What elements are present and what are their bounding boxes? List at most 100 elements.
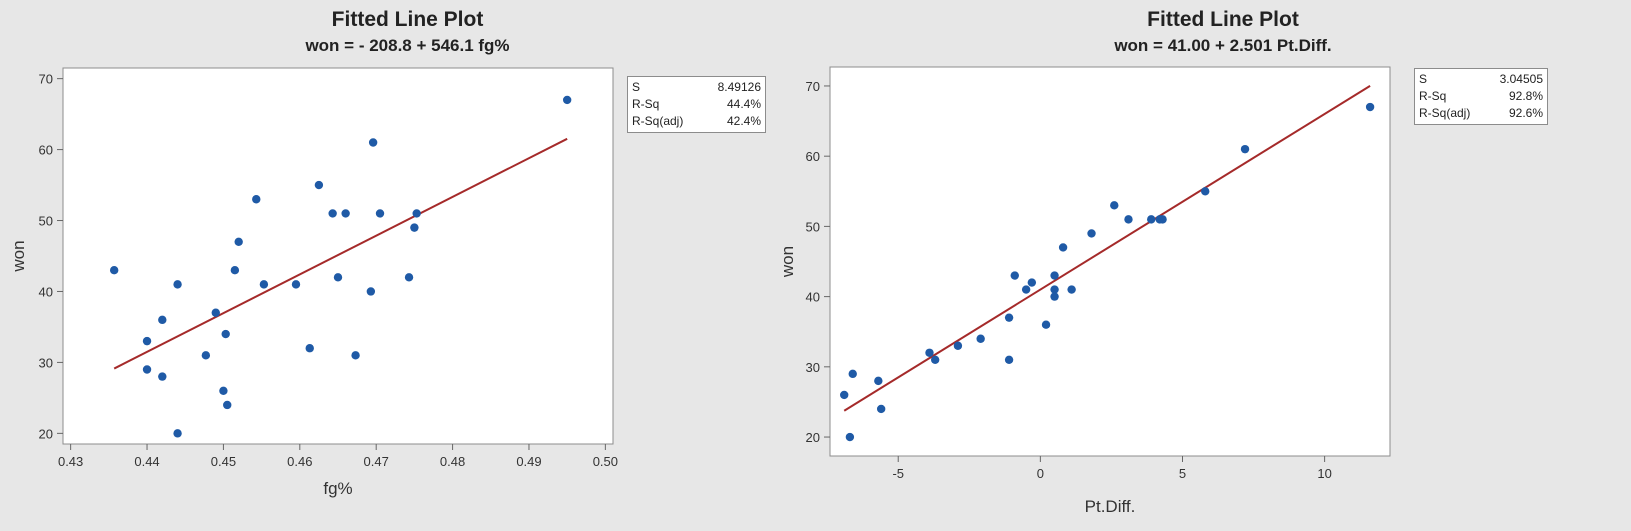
data-point — [291, 280, 301, 289]
data-point — [1058, 243, 1068, 252]
data-point — [219, 386, 228, 395]
data-point — [845, 432, 855, 442]
fitted-regression-line — [113, 137, 568, 370]
data-point — [1110, 201, 1119, 210]
data-point — [211, 308, 220, 317]
regression-stats-box: S 3.04505 R-Sq 92.8% R-Sq(adj) 92.6% — [1414, 68, 1548, 125]
chart-title: Fitted Line Plot — [331, 8, 484, 31]
data-point — [1004, 313, 1014, 322]
stat-row-rsq: R-Sq 92.8% — [1419, 88, 1543, 105]
y-tick-label: 30 — [39, 355, 53, 370]
y-axis-label: won — [9, 240, 28, 272]
data-point — [142, 336, 152, 346]
data-point — [314, 180, 324, 190]
stat-value: 92.6% — [1508, 106, 1543, 120]
data-point — [404, 273, 414, 282]
scatter-plot-ptdiff: -5 0 5 10 20 30 40 50 60 70 Pt.Diff. won — [778, 66, 1391, 516]
data-point — [840, 390, 849, 400]
x-axis-label: Pt.Diff. — [1085, 497, 1136, 516]
y-tick-label: 30 — [806, 360, 820, 375]
data-point — [1050, 271, 1059, 280]
data-point — [1041, 320, 1051, 329]
stat-value: 92.8% — [1508, 89, 1543, 103]
y-tick-label: 50 — [39, 214, 53, 229]
data-point — [366, 287, 376, 296]
data-point — [1050, 285, 1059, 294]
x-tick-label: 0 — [1037, 466, 1044, 481]
data-point — [173, 280, 182, 289]
stat-row-s: S 3.04505 — [1419, 71, 1543, 88]
x-tick-label: 10 — [1317, 466, 1331, 481]
data-point — [341, 209, 350, 218]
x-tick-label: 0.46 — [287, 454, 312, 469]
stat-label: R-Sq(adj) — [632, 114, 684, 128]
y-tick-label: 40 — [39, 284, 53, 299]
data-point — [1147, 215, 1156, 224]
stat-value: 3.04505 — [1499, 72, 1543, 86]
data-point — [173, 429, 182, 438]
x-tick-label: 0.48 — [440, 454, 465, 469]
data-point — [252, 195, 261, 204]
data-point — [1010, 271, 1019, 280]
y-axis-label: won — [778, 246, 797, 278]
x-tick-label: 0.49 — [516, 454, 541, 469]
stat-value: 8.49126 — [717, 80, 761, 94]
data-point — [930, 355, 940, 365]
stat-row-rsq-adj: R-Sq(adj) 92.6% — [1419, 105, 1543, 122]
stat-row-rsq-adj: R-Sq(adj) 42.4% — [632, 113, 761, 130]
x-tick-label: 5 — [1179, 466, 1186, 481]
data-point — [109, 265, 119, 275]
data-point — [410, 223, 419, 232]
y-tick-label: 20 — [806, 430, 820, 445]
chart-equation: won = - 208.8 + 546.1 fg% — [305, 36, 510, 55]
data-point — [976, 334, 985, 343]
y-tick-label: 40 — [806, 290, 820, 305]
data-point — [876, 404, 886, 414]
data-point — [351, 351, 360, 360]
data-point — [925, 348, 934, 357]
y-tick-label: 60 — [806, 149, 820, 164]
data-point — [1124, 215, 1133, 224]
x-tick-label: 0.47 — [364, 454, 389, 469]
data-point — [412, 209, 421, 218]
data-point — [223, 400, 232, 410]
data-point — [848, 369, 857, 379]
y-tick-label: 50 — [806, 219, 820, 234]
stat-label: S — [1419, 72, 1428, 86]
data-point — [1365, 102, 1375, 112]
data-point — [368, 138, 378, 147]
data-point — [1027, 278, 1037, 287]
x-tick-label: 0.44 — [134, 454, 159, 469]
stat-value: 44.4% — [726, 97, 761, 111]
data-point — [1240, 144, 1250, 154]
x-tick-label: -5 — [892, 466, 904, 481]
stat-label: R-Sq(adj) — [1419, 106, 1471, 120]
stat-row-rsq: R-Sq 44.4% — [632, 96, 761, 113]
data-point — [1201, 187, 1210, 196]
data-point — [305, 344, 314, 353]
data-point — [158, 315, 167, 325]
data-point — [1158, 215, 1167, 224]
x-tick-label: 0.50 — [593, 454, 618, 469]
data-point — [562, 95, 572, 105]
stat-value: 42.4% — [726, 114, 761, 128]
data-point — [375, 209, 385, 218]
stat-label: R-Sq — [632, 97, 660, 111]
stat-label: S — [632, 80, 641, 94]
data-point — [158, 372, 167, 381]
fitted-line-plot-right: Fitted Line Plot won = 41.00 + 2.501 Pt.… — [778, 0, 1631, 531]
stat-label: R-Sq — [1419, 89, 1447, 103]
x-axis-label: fg% — [323, 479, 352, 498]
y-tick-label: 70 — [39, 72, 53, 87]
data-point — [259, 280, 269, 289]
x-tick-label: 0.45 — [211, 454, 236, 469]
data-point — [234, 237, 243, 247]
fitted-regression-line — [843, 85, 1371, 412]
data-point — [230, 265, 240, 275]
data-point — [221, 329, 230, 339]
fitted-line-plot-left: Fitted Line Plot won = - 208.8 + 546.1 f… — [0, 0, 815, 531]
data-point — [1021, 285, 1031, 294]
data-point — [874, 376, 883, 386]
stat-row-s: S 8.49126 — [632, 79, 761, 96]
data-point — [142, 365, 152, 374]
